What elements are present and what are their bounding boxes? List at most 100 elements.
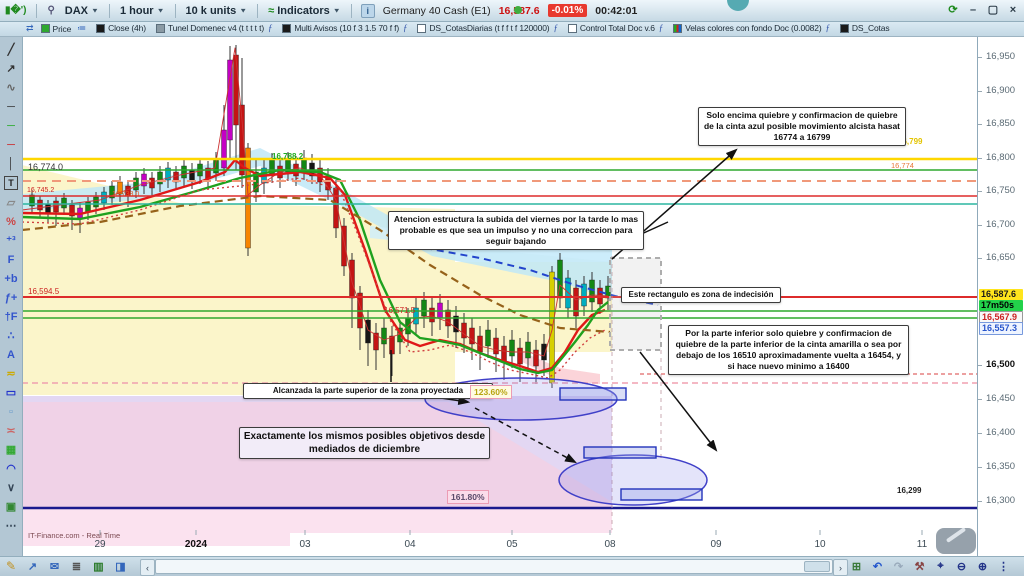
projection-rect[interactable] <box>559 387 627 401</box>
price-tick <box>978 225 982 226</box>
snapshot-icon[interactable]: ◨ <box>115 560 126 573</box>
function-icon: ƒ <box>825 23 831 33</box>
green-rect-tool-icon[interactable]: ▦ <box>5 444 17 456</box>
vline-tool-icon[interactable]: │ <box>7 157 15 170</box>
projection-rect[interactable] <box>620 488 703 501</box>
sync-icon[interactable]: ⟳ <box>948 4 958 16</box>
ruler-tool-icon[interactable]: ▱ <box>6 197 16 209</box>
wave-icon: ≈ <box>268 4 275 17</box>
pin-icon[interactable]: ⚲ <box>47 5 55 16</box>
indicator-chip[interactable]: Multi Avisos (10 f 3 1.5 70 f f) ƒ <box>279 23 410 33</box>
fib-extension-label[interactable]: 123.60% <box>470 385 512 399</box>
comment-icon[interactable]: ✉ <box>49 560 60 573</box>
segment-tool-icon[interactable]: ∿ <box>6 82 16 94</box>
note-break-up[interactable]: Solo encima quiebre y confirmacion de qu… <box>698 107 906 147</box>
time-fib-tool-icon[interactable]: †F <box>4 310 18 323</box>
fib-target-tool-icon[interactable]: +b <box>4 272 18 285</box>
compare-icon[interactable]: ▥ <box>93 560 104 573</box>
indecision-zone-rect[interactable] <box>609 257 662 351</box>
hline-tool-icon[interactable]: ─ <box>7 100 15 113</box>
note-zone-reached[interactable]: Alcanzada la parte superior de la zona p… <box>243 383 493 400</box>
price-level-label: 16,299 <box>897 486 922 495</box>
undo-icon[interactable]: ↶ <box>872 560 883 573</box>
units-select[interactable]: 10 k units ▼ <box>185 4 248 17</box>
share-icon[interactable]: ↗ <box>27 560 38 573</box>
indicator-chip[interactable]: Tunel Domenec v4 (t t t t t) ƒ <box>153 23 275 33</box>
note-indecision[interactable]: Este rectangulo es zona de indecisión <box>621 287 781 304</box>
indicator-chip[interactable]: Control Total Doc v.6 ƒ <box>565 23 666 33</box>
fib-fan-tool-icon[interactable]: F <box>7 253 15 266</box>
horizontal-scrollbar[interactable] <box>155 559 833 574</box>
trendline-tool-icon[interactable]: ↗ <box>6 63 16 75</box>
target-ellipse[interactable] <box>558 454 708 506</box>
price-tag: 16,587.6 <box>979 289 1023 300</box>
timeframe-select[interactable]: 1 hour ▼ <box>119 4 165 17</box>
collapse-down-icon[interactable]: ∨ <box>6 482 16 494</box>
scroll-left-button[interactable]: ‹ <box>140 559 155 576</box>
minimize-button[interactable]: – <box>969 3 977 16</box>
time-axis[interactable]: IT-Finance.com - Real Time 29 2024 03 04 05 0… <box>22 530 977 556</box>
red-level-tool-icon[interactable]: ─ <box>7 138 15 151</box>
time-axis-label: 2024 <box>184 539 208 550</box>
news-icon[interactable]: ≣ <box>71 560 82 573</box>
projection-rect[interactable] <box>583 446 657 459</box>
candle <box>53 200 59 213</box>
indicator-color-box <box>155 23 165 33</box>
rect-tool-icon[interactable]: ▭ <box>5 387 17 399</box>
restore-button[interactable]: ▢ <box>987 4 999 16</box>
indicator-chip[interactable]: DS_Cotas <box>837 23 893 33</box>
fib-extension-label[interactable]: 161.80% <box>447 490 489 504</box>
calendar-icon[interactable]: ⊞ <box>851 560 862 573</box>
candle <box>533 349 539 367</box>
fib-levels-tool-icon[interactable]: ⁺³ <box>6 235 16 247</box>
more-icon[interactable]: ⋮ <box>998 560 1009 573</box>
note-friday-rise[interactable]: Atencion estructura la subida del vierne… <box>388 211 644 251</box>
indicator-chip[interactable]: Close (4h) <box>93 23 149 33</box>
zoom-in-icon[interactable]: ⊕ <box>977 560 988 573</box>
note-break-down[interactable]: Por la parte inferior solo quiebre y con… <box>668 325 909 376</box>
points-tool-icon[interactable]: ∴ <box>7 330 15 342</box>
zoom-out-icon[interactable]: ⊖ <box>956 560 967 573</box>
price-tick <box>978 191 982 192</box>
draw-icon[interactable]: ✎ <box>5 559 17 573</box>
annotation-arrow[interactable] <box>639 351 718 452</box>
green-level-tool-icon[interactable]: ─ <box>7 119 15 132</box>
close-button[interactable]: × <box>1009 3 1017 16</box>
chart-settings-icon[interactable]: ⚒ <box>914 560 925 573</box>
arc-tool-icon[interactable]: ◠ <box>6 463 16 475</box>
pink-strip <box>22 509 612 533</box>
scroll-right-button[interactable]: › <box>833 559 848 576</box>
indicators-button[interactable]: ≈ Indicators ▼ <box>268 4 341 17</box>
zoom-select-icon[interactable]: ⌖ <box>937 559 944 572</box>
line-tool-icon[interactable]: ╱ <box>7 44 15 56</box>
redo-icon[interactable]: ↷ <box>893 560 904 573</box>
link-chart-icon[interactable]: ⇄ <box>26 23 34 33</box>
annotation-arrow[interactable] <box>474 407 577 464</box>
info-icon[interactable]: i <box>360 3 375 18</box>
text-tool-icon[interactable]: T <box>4 176 18 190</box>
note-same-targets[interactable]: Exactamente los mismos posibles objetivo… <box>239 427 490 459</box>
forecast-tool-icon[interactable]: ƒ+ <box>4 291 18 304</box>
function-icon: ƒ <box>553 23 558 33</box>
dashed-rect-tool-icon[interactable]: ▫ <box>9 405 13 418</box>
list-icon[interactable]: ≔ <box>77 23 87 33</box>
more-tools-icon[interactable]: ⋯ <box>5 520 17 532</box>
price-axis[interactable]: 16,950 16,900 16,850 16,800 16,750 16,700 16,6… <box>977 36 1024 556</box>
yellow-ribbon-left <box>22 165 455 395</box>
percent-tool-icon[interactable]: % <box>6 215 16 228</box>
price-level-label: 16,571.5 <box>384 306 416 315</box>
notification-dot <box>727 0 749 11</box>
symbol-select[interactable]: DAX ▼ <box>64 4 99 17</box>
indicator-chip[interactable]: Velas colores con fondo Doc (0.0082) ƒ <box>670 23 833 33</box>
anchored-text-tool-icon[interactable]: A <box>7 348 15 361</box>
yellow-zone-tool-icon[interactable]: ≂ <box>6 368 16 380</box>
price-series-chip[interactable]: Price <box>38 24 75 34</box>
scrollbar-thumb[interactable] <box>804 561 830 572</box>
candle <box>573 287 579 317</box>
candle <box>109 185 115 199</box>
red-channel-tool-icon[interactable]: ≍ <box>6 425 16 437</box>
doc-settings-icon[interactable]: ▣ <box>5 501 17 513</box>
candle <box>389 335 395 355</box>
indicator-chip[interactable]: DS_CotasDiarias (t f f t f 120000) ƒ <box>414 23 560 33</box>
